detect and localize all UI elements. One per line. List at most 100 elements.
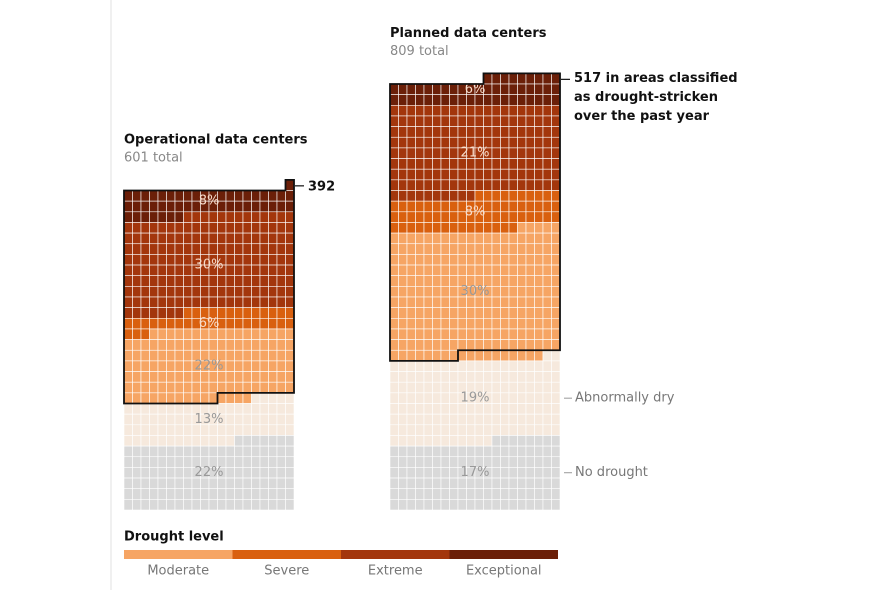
waffle-cell xyxy=(166,477,176,489)
waffle-cell xyxy=(542,232,552,245)
waffle-cell xyxy=(166,307,176,319)
waffle-cell xyxy=(466,435,476,447)
waffle-cell xyxy=(500,360,510,372)
waffle-cell xyxy=(406,115,416,127)
waffle-cell xyxy=(517,477,527,489)
waffle-cell xyxy=(242,435,252,447)
waffle-cell xyxy=(183,371,193,383)
waffle-cell xyxy=(157,371,167,383)
waffle-cell xyxy=(551,392,561,404)
waffle-cell xyxy=(234,232,244,245)
waffle-cell xyxy=(449,317,459,330)
waffle-cell xyxy=(508,360,518,372)
waffle-cell xyxy=(406,200,416,213)
waffle-cell xyxy=(276,190,286,202)
waffle-cell xyxy=(174,328,184,340)
waffle-cell xyxy=(183,381,193,394)
waffle-cell xyxy=(525,73,535,85)
waffle-cell xyxy=(259,254,269,266)
category-label: No drought xyxy=(575,465,648,480)
waffle-cell xyxy=(415,126,425,138)
waffle-cell xyxy=(183,232,193,245)
waffle-cell xyxy=(542,424,552,436)
panel-title: Planned data centers xyxy=(390,26,547,41)
waffle-cell xyxy=(534,211,544,223)
waffle-cell xyxy=(415,254,425,266)
waffle-cell xyxy=(432,115,442,127)
waffle-cell xyxy=(208,381,218,394)
waffle-cell xyxy=(449,286,459,298)
waffle-cell xyxy=(457,168,467,181)
waffle-cell xyxy=(123,445,133,458)
waffle-cell xyxy=(268,445,278,458)
waffle-cell xyxy=(542,371,552,383)
waffle-cell xyxy=(398,211,408,223)
waffle-cell xyxy=(542,477,552,489)
waffle-cell xyxy=(389,467,399,479)
waffle-cell xyxy=(123,477,133,489)
waffle-cell xyxy=(242,211,252,223)
waffle-cell xyxy=(517,413,527,426)
waffle-cell xyxy=(423,499,433,511)
value-label: 6% xyxy=(465,82,486,97)
waffle-cell xyxy=(157,488,167,500)
waffle-cell xyxy=(423,168,433,181)
waffle-cell xyxy=(457,179,467,191)
waffle-cell xyxy=(166,392,176,404)
waffle-cell xyxy=(183,403,193,415)
waffle-cell xyxy=(251,211,261,223)
waffle-cell xyxy=(551,424,561,436)
waffle-cell xyxy=(140,403,150,415)
waffle-cell xyxy=(415,413,425,426)
waffle-cell xyxy=(406,381,416,394)
waffle-cell xyxy=(285,243,295,255)
waffle-cell xyxy=(500,499,510,511)
value-label: 21% xyxy=(461,146,490,161)
waffle-cell xyxy=(415,286,425,298)
waffle-cell xyxy=(276,232,286,245)
waffle-cell xyxy=(508,243,518,255)
waffle-cell xyxy=(200,275,210,287)
waffle-cell xyxy=(140,371,150,383)
waffle-cell xyxy=(259,403,269,415)
waffle-cell xyxy=(508,477,518,489)
waffle-cell xyxy=(123,286,133,298)
waffle-cell xyxy=(285,296,295,308)
waffle-cell xyxy=(415,467,425,479)
waffle-cell xyxy=(508,403,518,415)
waffle-cell xyxy=(508,222,518,234)
waffle-cell xyxy=(140,200,150,213)
waffle-cell xyxy=(491,467,501,479)
waffle-cell xyxy=(517,83,527,95)
waffle-cell xyxy=(259,467,269,479)
waffle-cell xyxy=(517,360,527,372)
waffle-cell xyxy=(276,296,286,308)
waffle-cell xyxy=(234,403,244,415)
waffle-cell xyxy=(191,275,201,287)
waffle-cell xyxy=(389,179,399,191)
waffle-cell xyxy=(140,317,150,330)
waffle-cell xyxy=(542,94,552,106)
waffle-cell xyxy=(474,243,484,255)
waffle-cell xyxy=(157,286,167,298)
waffle-cell xyxy=(149,254,159,266)
waffle-cell xyxy=(251,499,261,511)
waffle-cell xyxy=(542,211,552,223)
waffle-cell xyxy=(432,435,442,447)
waffle-cell xyxy=(491,307,501,319)
waffle-cell xyxy=(398,126,408,138)
waffle-cell xyxy=(149,222,159,234)
waffle-cell xyxy=(174,190,184,202)
waffle-cell xyxy=(389,94,399,106)
waffle-cell xyxy=(551,179,561,191)
waffle-cell xyxy=(276,403,286,415)
waffle-cell xyxy=(225,200,235,213)
waffle-cell xyxy=(474,307,484,319)
waffle-cell xyxy=(534,190,544,202)
waffle-cell xyxy=(542,243,552,255)
waffle-cell xyxy=(259,488,269,500)
waffle-cell xyxy=(457,190,467,202)
waffle-cell xyxy=(551,467,561,479)
waffle-cell xyxy=(225,435,235,447)
waffle-cell xyxy=(534,94,544,106)
